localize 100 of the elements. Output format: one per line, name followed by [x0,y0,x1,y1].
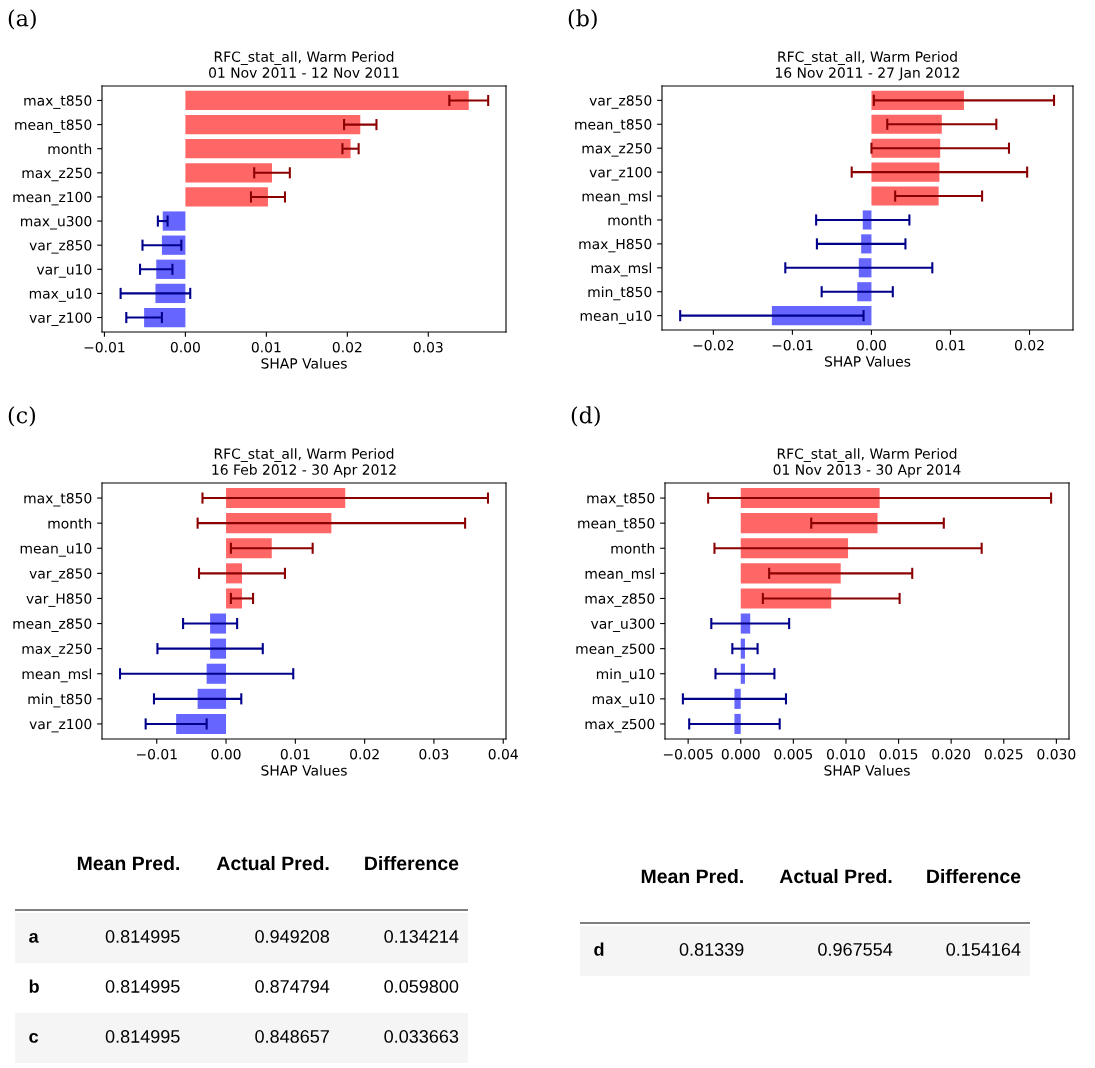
y-tick-label: mean_t850 [578,518,655,532]
text: 0.154164 [946,943,1021,956]
chart-subtitle: 16 Nov 2011 - 27 Jan 2012 [776,67,960,81]
bar [185,187,268,207]
x-tick-label: 0.030 [1037,748,1076,760]
bar [176,713,227,734]
y-tick-label: min_t850 [588,286,652,301]
bar [871,114,942,134]
y-tick-label: mean_msl [582,190,651,205]
y-tick-label: max_z500 [585,718,655,733]
y-tick-label: min_u10 [596,668,655,683]
x-tick-label: 0.01 [280,748,310,760]
bar [771,306,872,326]
chart-title: RFC_stat_all, Warm Period [777,448,957,462]
bar [734,688,741,709]
y-tick-label: var_z100 [589,166,652,181]
x-tick-label: 0.02 [332,341,362,353]
x-tick-label: 0.01 [935,339,965,351]
bar [871,186,939,206]
y-tick-label: min_t850 [28,693,92,708]
text: (b) [568,9,597,30]
bar [156,259,186,279]
category-label: b [29,979,39,993]
y-tick-label: max_z250 [582,143,652,157]
bar [740,513,878,534]
text: 0.814995 [105,1030,180,1043]
x-axis-title: SHAP Values [261,357,347,369]
y-tick-label: mean_msl [22,668,91,683]
text: 0.033663 [384,1030,459,1043]
y-tick-label: var_z100 [29,718,92,733]
x-tick-label: 0.04 [488,748,518,760]
y-tick-label: max_t850 [24,492,92,507]
category-label: Actual Pred. [216,855,329,871]
y-tick-label: var_u300 [590,618,655,632]
y-tick-label: max_u10 [29,288,92,302]
category-label: Mean Pred. [641,868,743,884]
chart-subtitle: 01 Nov 2011 - 12 Nov 2011 [209,67,399,78]
y-tick-label: var_z100 [29,312,92,326]
x-tick-label: 0.015 [879,748,918,760]
chart-title: RFC_stat_all, Warm Period [778,51,957,65]
x-tick-label: 0.00 [170,341,200,353]
text: 0.059800 [384,980,459,993]
category-label: Mean Pred. [77,855,180,871]
x-tick-label: −0.01 [772,339,813,351]
bar [185,163,273,183]
chart-title: RFC_stat_all, Warm Period [214,51,394,65]
text: 0.848657 [255,1030,329,1043]
bar [210,613,227,634]
chart-subtitle: 16 Feb 2012 - 30 Apr 2012 [212,464,396,478]
category-label: Actual Pred. [779,868,892,884]
y-tick-label: max_msl [591,262,651,277]
x-tick-label: −0.01 [136,748,177,760]
y-tick-label: month [48,143,92,155]
y-tick-label: max_z850 [585,593,655,607]
y-tick-label: var_H850 [26,593,92,607]
x-tick-label: 0.000 [721,748,760,760]
y-tick-label: month [48,517,92,529]
category-label: d [594,942,604,956]
category-label: a [29,932,39,943]
bar [734,713,741,734]
x-tick-label: 0.03 [413,341,443,353]
y-tick-label: mean_z100 [13,191,92,206]
y-tick-label: max_t850 [587,492,655,507]
bar [185,90,469,111]
bar [740,488,880,509]
y-tick-label: mean_msl [585,568,654,582]
y-tick-label: max_H850 [579,238,652,253]
y-tick-label: mean_u10 [580,310,652,325]
x-tick-label: 0.03 [419,748,449,760]
text: 0.967554 [818,943,893,956]
x-tick-label: 0.02 [350,748,379,760]
x-axis-title: SHAP Values [261,764,347,776]
x-tick-label: −0.02 [693,339,734,351]
x-axis-title: SHAP Values [824,355,911,367]
y-tick-label: max_u10 [592,693,655,708]
bar [210,638,227,659]
text: 0.814995 [105,930,180,943]
x-tick-label: 0.02 [1014,339,1044,351]
y-tick-label: max_z250 [22,643,92,658]
category-label: Difference [927,868,1021,884]
chart-title: RFC_stat_all, Warm Period [214,448,394,462]
y-tick-label: mean_t850 [575,119,652,133]
y-tick-label: var_u10 [36,264,92,278]
chart-subtitle: 01 Nov 2013 - 30 Apr 2014 [773,464,961,478]
text: (d) [571,406,600,427]
y-tick-label: mean_t850 [15,119,92,134]
x-tick-label: 0.01 [251,341,281,353]
category-label: c [29,1032,39,1043]
bar [185,139,351,159]
text: 0.81339 [679,943,744,956]
y-tick-label: var_z850 [29,568,92,582]
bar [226,488,346,509]
bar [226,563,242,584]
y-tick-label: max_u300 [21,215,92,230]
category-label: Difference [365,855,459,871]
x-tick-label: 0.020 [932,748,971,760]
y-tick-label: mean_z500 [576,643,655,658]
text: 0.814995 [105,980,180,993]
text: (c) [8,406,36,427]
bar [740,563,841,584]
